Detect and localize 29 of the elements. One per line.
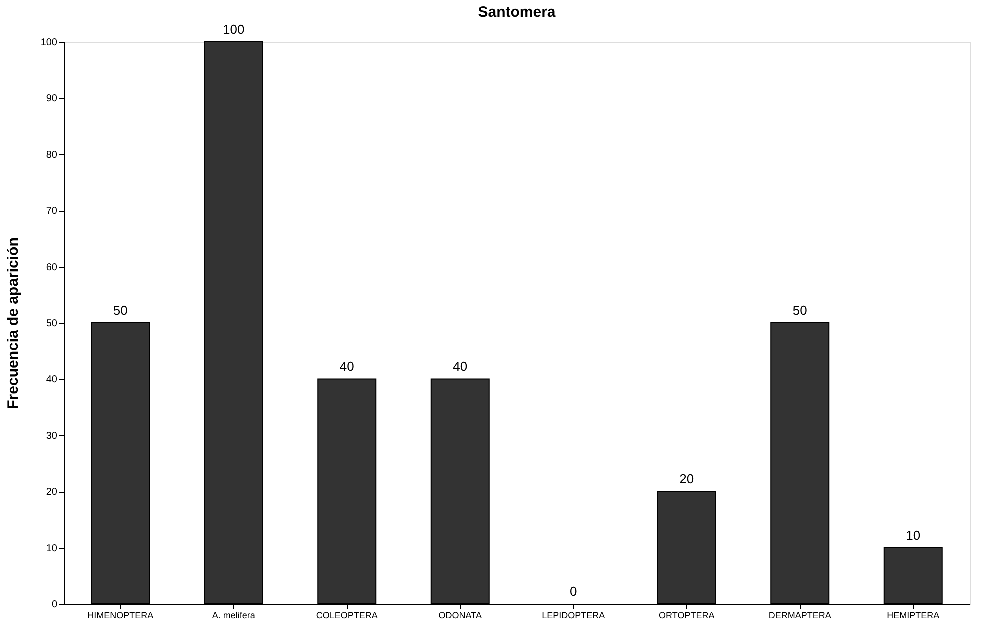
x-tick-label: COLEOPTERA <box>316 610 378 620</box>
y-tick-label: 60 <box>46 262 58 274</box>
y-tick-label: 50 <box>46 318 58 330</box>
x-tick-label: A. melifera <box>212 610 256 620</box>
y-tick-label: 90 <box>46 94 58 105</box>
data-label: 100 <box>223 22 245 37</box>
x-tick-label: ODONATA <box>438 610 482 620</box>
data-label: 50 <box>792 303 808 318</box>
x-tick-label: LEPIDOPTERA <box>542 610 606 620</box>
y-tick-label: 0 <box>52 600 58 610</box>
x-tick-label: HIMENOPTERA <box>88 610 154 620</box>
data-label: 50 <box>113 303 128 318</box>
y-tick-label: 100 <box>40 38 58 48</box>
data-label: 10 <box>906 528 921 543</box>
y-tick-label: 30 <box>46 430 58 442</box>
x-tick-label: ORTOPTERA <box>659 610 715 620</box>
x-tick-label: HEMIPTERA <box>887 610 940 620</box>
chart-title: Santomera <box>478 4 556 21</box>
data-label: 40 <box>453 359 468 374</box>
data-label: 0 <box>570 584 578 599</box>
x-tick-label: DERMAPTERA <box>768 610 832 620</box>
y-tick-label: 20 <box>46 487 58 498</box>
y-tick-label: 40 <box>46 374 58 386</box>
y-tick-label: 70 <box>46 206 58 218</box>
y-axis-title: Frecuencia de aparición <box>4 238 22 410</box>
data-label: 20 <box>680 472 694 487</box>
y-tick-label: 80 <box>46 150 58 161</box>
y-tick-label: 10 <box>46 543 58 554</box>
data-label: 40 <box>340 359 354 374</box>
